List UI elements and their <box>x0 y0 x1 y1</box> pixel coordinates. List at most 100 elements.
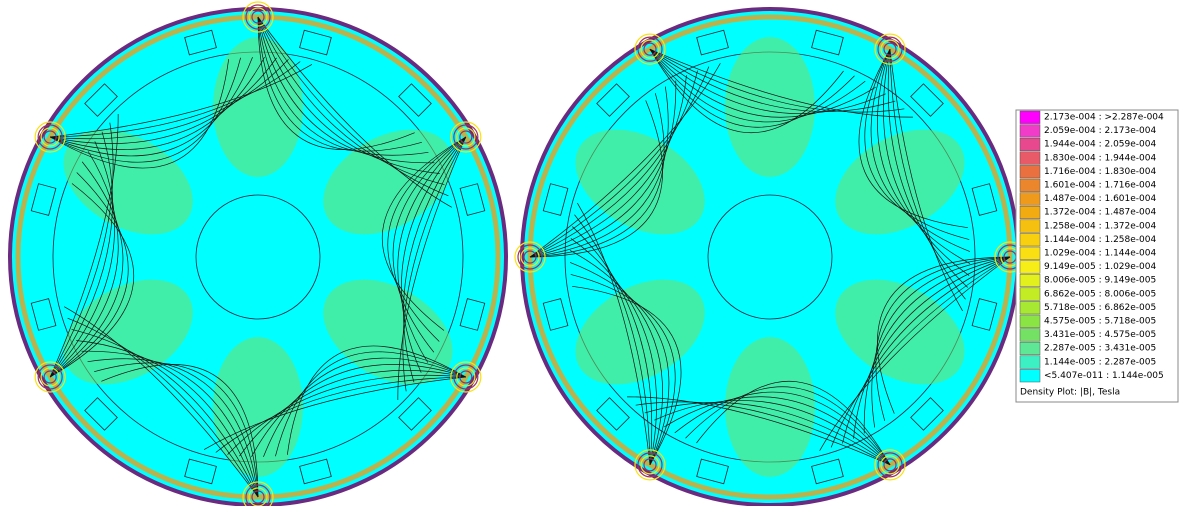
flux-line <box>49 122 114 378</box>
pole-bundle <box>517 244 543 270</box>
legend-swatch <box>1019 110 1041 124</box>
flux-line <box>50 57 277 144</box>
slot <box>30 183 57 216</box>
flux-line <box>392 136 467 353</box>
legend-swatch <box>1019 369 1041 383</box>
flux-zone <box>213 37 303 177</box>
flux-line <box>251 364 466 458</box>
pole-bundle <box>640 39 660 59</box>
pole-bundle <box>43 370 57 384</box>
flux-line <box>49 141 115 378</box>
slot <box>811 29 844 56</box>
flux-line <box>883 49 970 276</box>
flux-line <box>50 64 313 138</box>
flux-zone <box>323 129 453 235</box>
flux-line <box>649 48 905 113</box>
legend-swatch <box>1019 137 1041 152</box>
pole-bundle <box>37 124 63 150</box>
legend-label: 1.372e-004 : 1.487e-004 <box>1044 208 1156 218</box>
legend-swatch <box>1019 205 1041 220</box>
slot <box>84 397 118 431</box>
flux-line <box>257 16 429 156</box>
legend-swatch <box>1019 151 1041 165</box>
pole-bundle <box>643 42 657 56</box>
slot <box>299 458 332 485</box>
legend-label: <5.407e-011 : 1.144e-005 <box>1044 371 1164 381</box>
flux-line <box>871 256 1011 428</box>
pole-bundle <box>34 361 66 393</box>
flux-line <box>101 364 259 498</box>
legend-title: Density Plot: |B|, Tesla <box>1020 388 1120 398</box>
legend-swatch <box>1019 246 1041 260</box>
pole-bundle <box>523 250 537 264</box>
flux-line <box>397 136 467 363</box>
legend-swatch <box>1019 192 1041 206</box>
flux-line <box>49 131 113 378</box>
legend-swatch <box>1019 328 1041 342</box>
flux-line <box>50 56 265 150</box>
flux-line <box>570 274 676 466</box>
flux-line <box>570 238 657 465</box>
pole-bundle <box>459 130 473 144</box>
flux-line <box>685 386 891 466</box>
legend-box <box>1015 109 1179 403</box>
rotor-shaft <box>707 194 833 320</box>
flux-line <box>50 59 289 140</box>
legend-label: 1.144e-004 : 1.258e-004 <box>1044 235 1156 245</box>
flux-line <box>76 340 259 498</box>
pole-bundle <box>520 247 540 267</box>
flux-line <box>569 250 663 465</box>
legend-label: 1.258e-004 : 1.372e-004 <box>1044 221 1156 231</box>
flux-line <box>257 16 415 150</box>
flux-line <box>870 49 971 252</box>
pole-bundle <box>874 449 906 481</box>
pole-bundle <box>874 33 906 65</box>
pole-bundle <box>450 121 482 153</box>
slot <box>696 29 729 56</box>
flux-line <box>889 49 966 300</box>
flux-line <box>286 345 467 455</box>
legend-label: 2.059e-004 : 2.173e-004 <box>1044 126 1156 136</box>
flux-line <box>529 66 710 258</box>
motor <box>8 1 508 510</box>
slot <box>84 83 118 117</box>
flux-line <box>664 396 891 466</box>
slot <box>30 298 57 331</box>
flux-line <box>889 49 963 312</box>
legend-swatch <box>1019 341 1041 356</box>
legend-swatch <box>1019 124 1041 138</box>
pole-bundle <box>459 370 473 384</box>
pole-bundle <box>883 42 897 56</box>
slot <box>398 397 432 431</box>
flux-line <box>863 256 1011 434</box>
legend: Density Plot: |B|, Tesla 2.173e-004 : >2… <box>1015 109 1179 403</box>
slot <box>184 458 217 485</box>
legend-swatch <box>1019 273 1041 288</box>
legend-label: 1.144e-005 : 2.287e-005 <box>1044 357 1156 367</box>
flux-line <box>842 256 1011 444</box>
pole-bundle <box>40 127 60 147</box>
legend-label: 1.944e-004 : 2.059e-004 <box>1044 140 1156 150</box>
flux-zone <box>725 37 815 177</box>
pole-bundle <box>634 449 666 481</box>
pole-bundle <box>453 124 479 150</box>
pole-bundle <box>640 455 660 475</box>
flux-line <box>49 114 119 378</box>
rotor-shaft <box>195 194 321 320</box>
legend-label: 8.006e-005 : 9.149e-005 <box>1044 276 1156 286</box>
legend-label: 1.601e-004 : 1.716e-004 <box>1044 181 1156 191</box>
pole-bundle <box>242 481 274 510</box>
flux-line <box>387 136 467 342</box>
flux-line <box>649 48 913 118</box>
slot <box>459 298 486 331</box>
pole-bundle <box>456 367 476 387</box>
legend-swatch <box>1019 355 1041 369</box>
flux-line <box>875 256 1011 421</box>
flux-line <box>574 214 651 465</box>
flux-line <box>257 16 452 208</box>
legend-label: 1.716e-004 : 1.830e-004 <box>1044 167 1156 177</box>
flux-line <box>877 256 1011 414</box>
flux-zone <box>835 279 965 385</box>
flux-line <box>49 59 230 169</box>
